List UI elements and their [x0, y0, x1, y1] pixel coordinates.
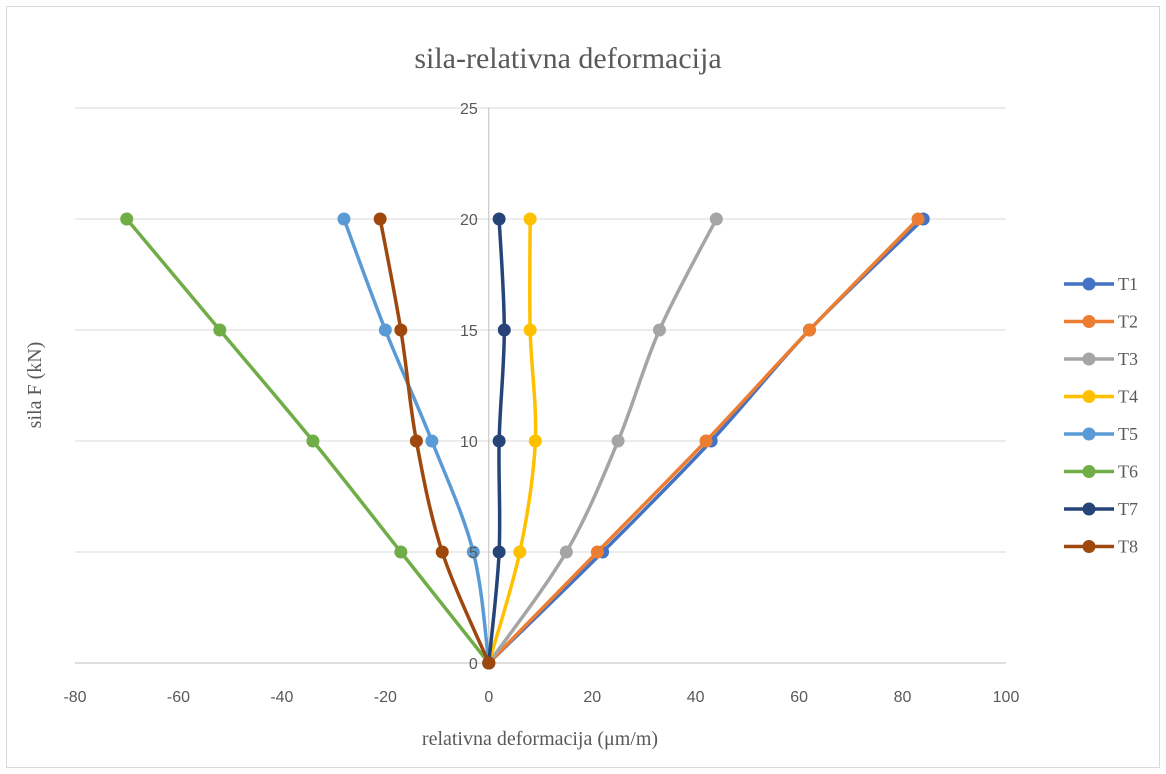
series-T8 — [373, 212, 496, 670]
legend-label-T6: T6 — [1118, 462, 1138, 482]
y-axis-label: sila F (kN) — [24, 342, 46, 429]
data-point-T3-2 — [611, 434, 625, 448]
legend-label-T8: T8 — [1118, 537, 1138, 557]
legend-label-T3: T3 — [1118, 349, 1138, 369]
x-tick-label: -20 — [374, 689, 397, 706]
legend-marker-T7 — [1082, 502, 1096, 516]
data-point-T3-1 — [559, 545, 573, 559]
data-point-T8-1 — [435, 545, 449, 559]
data-point-T4-1 — [513, 545, 527, 559]
legend-item-T5: T5 — [1064, 424, 1138, 444]
legend-item-T7: T7 — [1064, 499, 1138, 519]
legend-label-T2: T2 — [1118, 312, 1138, 332]
data-point-T7-3 — [497, 323, 511, 337]
chart-frame — [6, 6, 1160, 768]
x-tick-label: -40 — [270, 689, 293, 706]
legend-label-T7: T7 — [1118, 499, 1138, 519]
legend-marker-T1 — [1082, 277, 1096, 291]
data-point-T7-2 — [492, 434, 506, 448]
data-point-T4-2 — [528, 434, 542, 448]
y-tick-label: 10 — [460, 434, 478, 451]
legend-marker-T6 — [1082, 465, 1096, 478]
data-point-T3-3 — [652, 323, 666, 337]
data-point-T4-4 — [523, 212, 537, 226]
chart-title: sila-relativna deformacija — [414, 42, 721, 75]
legend-marker-T2 — [1082, 315, 1096, 328]
x-tick-label: 0 — [484, 689, 493, 706]
legend-marker-T4 — [1082, 390, 1096, 403]
legend-item-T6: T6 — [1064, 462, 1138, 482]
data-point-T5-1 — [466, 545, 480, 559]
x-tick-label: 80 — [894, 689, 912, 706]
data-point-T4-3 — [523, 323, 537, 337]
legend-label-T5: T5 — [1118, 424, 1138, 444]
data-point-T5-3 — [378, 323, 392, 337]
axes — [75, 108, 1006, 664]
series-T7 — [482, 212, 511, 670]
data-point-T5-2 — [425, 434, 439, 448]
x-tick-label: -80 — [63, 689, 86, 706]
data-point-T8-3 — [394, 323, 408, 337]
data-point-T2-1 — [590, 545, 604, 559]
y-tick-label: 20 — [460, 212, 478, 229]
legend-item-T3: T3 — [1064, 349, 1138, 369]
data-point-T2-3 — [802, 323, 816, 337]
y-tick-label: 5 — [469, 545, 478, 562]
legend-item-T2: T2 — [1064, 312, 1138, 332]
legend-label-T1: T1 — [1118, 274, 1138, 294]
legend-marker-T8 — [1082, 540, 1096, 553]
legend-item-T8: T8 — [1064, 537, 1138, 557]
y-tick-label: 15 — [460, 323, 478, 340]
data-point-T6-3 — [213, 323, 227, 337]
tick-labels: -80 -60 -40 -20 0 20 40 60 80 100 0 5 10 15 20 25 — [63, 101, 1019, 706]
x-tick-label: 100 — [993, 689, 1020, 706]
data-point-T2-2 — [699, 434, 713, 448]
data-point-T6-1 — [394, 545, 408, 559]
data-point-T6-4 — [120, 212, 134, 226]
legend-marker-T3 — [1082, 352, 1096, 366]
x-axis-label: relativna deformacija (μm/m) — [422, 728, 658, 750]
data-point-T3-4 — [709, 212, 723, 226]
legend-marker-T5 — [1082, 427, 1096, 441]
x-tick-label: -60 — [167, 689, 190, 706]
data-point-T8-2 — [409, 434, 423, 448]
data-point-T7-4 — [492, 212, 506, 226]
legend-item-T1: T1 — [1064, 274, 1138, 294]
x-tick-label: 40 — [687, 689, 705, 706]
y-tick-label: 0 — [469, 656, 478, 673]
data-point-T5-4 — [337, 212, 351, 226]
x-tick-label: 60 — [790, 689, 808, 706]
data-point-T6-2 — [306, 434, 320, 448]
x-tick-label: 20 — [583, 689, 601, 706]
legend-item-T4: T4 — [1064, 387, 1138, 407]
data-point-T2-4 — [911, 212, 925, 226]
y-tick-label: 25 — [460, 101, 478, 118]
legend-label-T4: T4 — [1118, 387, 1138, 407]
series-lines — [120, 212, 930, 670]
data-point-T7-1 — [492, 545, 506, 559]
legend: T1 T2 T3 T4 T5 T6 T7 T8 — [1064, 274, 1138, 557]
data-point-T8-0 — [482, 656, 496, 670]
data-point-T8-4 — [373, 212, 387, 226]
